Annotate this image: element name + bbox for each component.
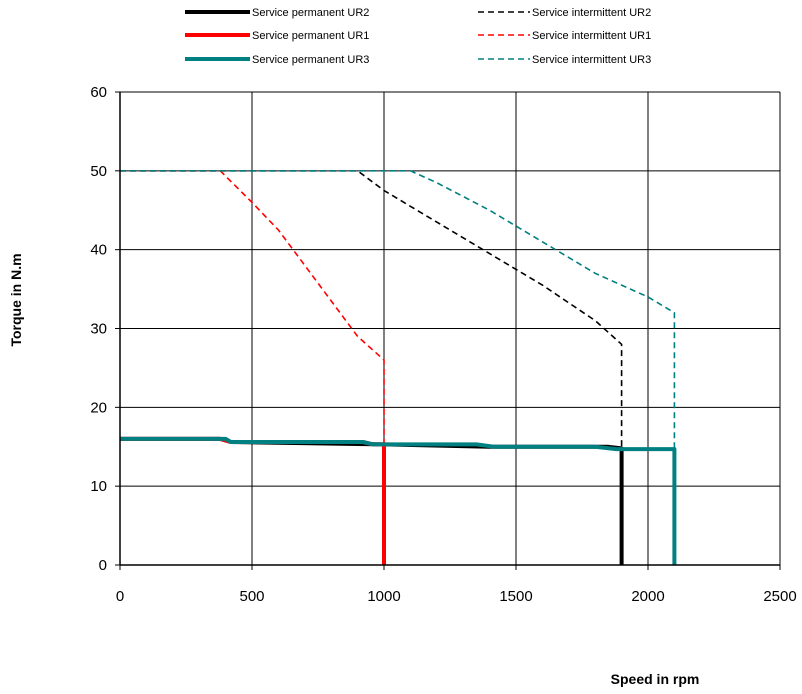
series-line-service-intermittent-ur3 [120, 170, 676, 450]
y-tick-label: 40 [90, 242, 107, 259]
series-line-service-intermittent-ur2 [120, 170, 623, 449]
axes [115, 91, 781, 570]
series-line-service-permanent-ur2 [120, 436, 624, 565]
y-tick-label: 20 [90, 399, 107, 416]
tick-labels: 0 10 20 30 40 50 60 0 500 1000 1500 2000 2500 [90, 84, 796, 605]
legend-label: Service intermittent UR3 [532, 54, 651, 66]
y-tick-label: 30 [90, 321, 107, 338]
x-tick-label: 2000 [631, 588, 664, 605]
grid [119, 91, 781, 566]
series-line-service-permanent-ur3 [120, 436, 677, 565]
x-tick-label: 500 [239, 588, 264, 605]
legend-item: Service permanent UR3 [185, 54, 369, 66]
series-lines [120, 170, 677, 565]
x-tick-label: 0 [116, 588, 124, 605]
y-tick-label: 50 [90, 163, 107, 180]
legend-item: Service intermittent UR2 [478, 7, 651, 19]
legend-item: Service intermittent UR3 [478, 54, 651, 66]
x-tick-label: 1500 [499, 588, 532, 605]
legend-label: Service permanent UR3 [252, 54, 369, 66]
legend: Service permanent UR2 Service permanent U… [185, 7, 651, 66]
legend-label: Service permanent UR2 [252, 7, 369, 19]
y-tick-label: 0 [99, 557, 107, 574]
legend-item: Service permanent UR1 [185, 30, 369, 42]
x-tick-label: 2500 [763, 588, 796, 605]
series-line-service-intermittent-ur1 [120, 170, 385, 445]
y-tick-label: 10 [90, 478, 107, 495]
x-axis-title: Speed in rpm [611, 671, 700, 687]
y-tick-label: 60 [90, 84, 107, 101]
y-axis-title: Torque in N.m [8, 253, 24, 346]
legend-label: Service permanent UR1 [252, 30, 369, 42]
legend-item: Service permanent UR2 [185, 7, 369, 19]
legend-item: Service intermittent UR1 [478, 30, 651, 42]
legend-label: Service intermittent UR1 [532, 30, 651, 42]
legend-label: Service intermittent UR2 [532, 7, 651, 19]
x-tick-label: 1000 [367, 588, 400, 605]
